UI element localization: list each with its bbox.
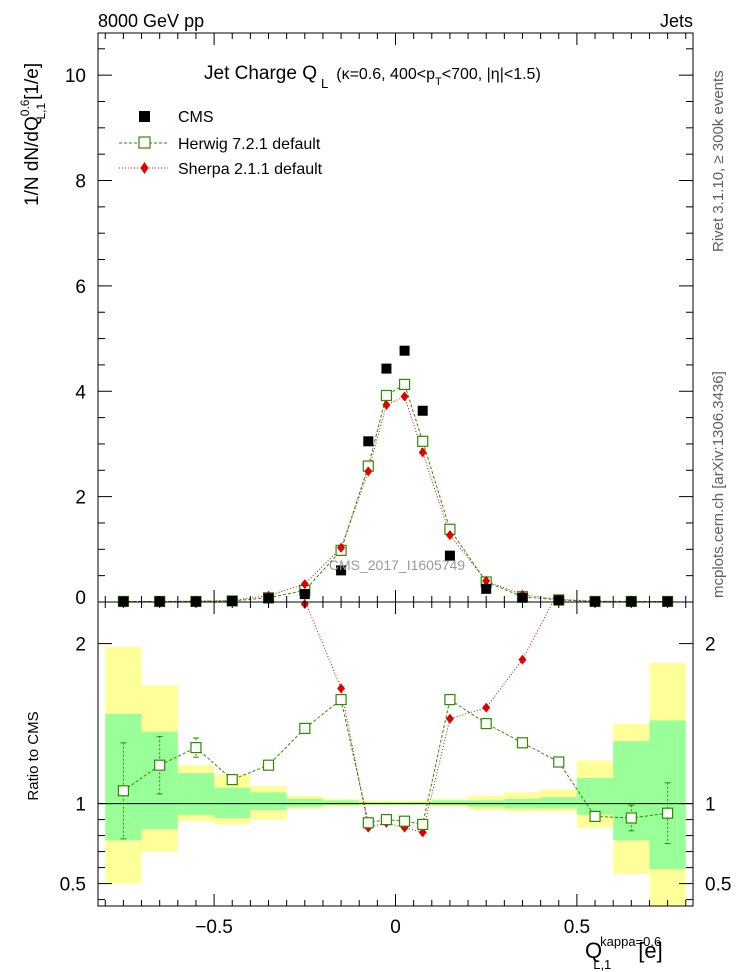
ratio-xtick-label: 0	[390, 917, 401, 938]
herwig-ratio-point	[444, 693, 456, 706]
uncertainty-band-inner	[105, 714, 142, 841]
ratio-ytick-label-left: 1	[75, 795, 86, 816]
uncertainty-band-inner	[322, 800, 360, 806]
distribution-ytick-label: 8	[75, 172, 86, 193]
ratio-ytick-label-left: 2	[75, 635, 86, 656]
uncertainty-band-inner	[286, 798, 323, 807]
legend-label-herwig: Herwig 7.2.1 default	[178, 136, 321, 153]
herwig-ratio-point	[117, 785, 129, 797]
distribution-y-axis-label: 1/N dN/dQ0.6 L,1[1/e]	[18, 63, 48, 206]
sherpa-ratio-point	[337, 683, 346, 694]
uncertainty-band-inner	[214, 787, 251, 818]
sherpa-ratio-point	[482, 702, 491, 713]
herwig-ratio-point	[299, 722, 311, 735]
herwig-ratio-point	[589, 810, 601, 823]
sherpa-ratio-point	[518, 654, 527, 665]
herwig-ratio-point	[625, 812, 637, 824]
herwig-point	[380, 389, 393, 402]
chart-title: Jet Charge Q L(κ=0.6, 400<pT<700, |η|<1.5…	[204, 63, 541, 91]
distribution-frame-bg	[98, 33, 693, 602]
herwig-ratio-point	[226, 773, 238, 786]
legend-marker-sherpa	[140, 162, 149, 174]
cms-point	[381, 363, 392, 374]
herwig-ratio-point	[262, 759, 275, 771]
herwig-ratio-point	[335, 693, 347, 706]
distribution-ytick-label: 4	[75, 382, 86, 403]
cms-point	[299, 589, 310, 600]
sherpa-point	[300, 579, 309, 590]
uncertainty-band-inner	[141, 731, 178, 830]
ratio-frame	[97, 601, 694, 907]
herwig-ratio-point	[190, 741, 202, 754]
herwig-ratio-point	[516, 737, 529, 749]
ratio-ytick-label-right: 0.5	[705, 875, 731, 896]
jets-label: Jets	[660, 11, 693, 31]
legend-label-sherpa: Sherpa 2.1.1 default	[178, 161, 323, 178]
herwig-ratio-line	[123, 698, 668, 825]
ratio-ytick-label-right: 1	[705, 795, 716, 816]
cms-point	[399, 345, 410, 356]
ratio-y-axis-label: Ratio to CMS	[25, 711, 42, 800]
legend-marker-cms	[139, 111, 150, 122]
herwig-ratio-point	[380, 813, 393, 826]
herwig-ratio-point	[362, 817, 374, 829]
uncertainty-band-inner	[250, 792, 287, 810]
cms-point	[417, 405, 428, 416]
herwig-point	[398, 378, 411, 391]
herwig-point	[417, 435, 429, 447]
sherpa-point	[445, 530, 454, 541]
cms-point	[481, 583, 492, 594]
legend-label-cms: CMS	[178, 109, 214, 126]
uncertainty-band-inner	[613, 741, 650, 841]
sherpa-point	[337, 542, 346, 553]
herwig-ratio-point	[417, 818, 429, 831]
ratio-panel: 0.5 0.5 1 1 2 2 −0.5 0 0.5 Ratio to CMS Qkappa=0…	[25, 599, 731, 972]
x-axis-label: Qkappa=0.6 L,1[e]	[585, 934, 663, 972]
mcplots-label: mcplots.cern.ch [arXiv:1306.3436]	[710, 371, 727, 598]
rivet-version-label: Rivet 3.1.10, ≥ 300k events	[710, 70, 727, 252]
uncertainty-band-inner	[576, 778, 614, 815]
herwig-ratio-point	[480, 717, 492, 730]
sherpa-distribution-line	[123, 395, 668, 602]
ratio-xtick-label: −0.5	[195, 917, 233, 938]
sherpa-point	[364, 466, 373, 477]
sherpa-ratio-point	[445, 713, 454, 724]
herwig-distribution-line	[123, 383, 668, 602]
cms-point	[444, 550, 455, 561]
analysis-watermark: CMS_2017_I1605749	[329, 557, 465, 573]
uncertainty-band-inner	[431, 800, 469, 806]
ratio-ytick-label-left: 0.5	[60, 875, 86, 896]
sherpa-point	[418, 447, 427, 458]
cms-point	[363, 436, 374, 447]
distribution-ytick-label: 0	[75, 588, 86, 609]
sherpa-point	[382, 399, 391, 410]
cms-point	[336, 565, 347, 576]
distribution-panel: 0 2 4 6 8 10 Jet Charge Q L(κ=0.6, 400<pT<700,…	[18, 32, 694, 609]
ratio-xtick-label: 0.5	[564, 917, 590, 938]
distribution-ytick-label: 2	[75, 488, 86, 509]
herwig-ratio-point	[398, 815, 411, 827]
legend: CMS Herwig 7.2.1 default Sherpa 2.1.1 de…	[119, 109, 323, 178]
herwig-ratio-point	[154, 759, 166, 771]
legend-marker-herwig	[138, 136, 151, 149]
herwig-ratio-point	[662, 807, 674, 819]
uncertainty-band-inner	[177, 773, 215, 815]
energy-label: 8000 GeV pp	[98, 11, 204, 31]
ratio-ytick-label-right: 2	[705, 635, 716, 656]
sherpa-point	[482, 575, 491, 586]
distribution-ytick-label: 6	[75, 277, 86, 298]
herwig-ratio-point	[553, 756, 565, 768]
sherpa-point	[400, 391, 409, 402]
distribution-ytick-label: 10	[65, 66, 86, 87]
uncertainty-band-inner	[540, 797, 577, 809]
